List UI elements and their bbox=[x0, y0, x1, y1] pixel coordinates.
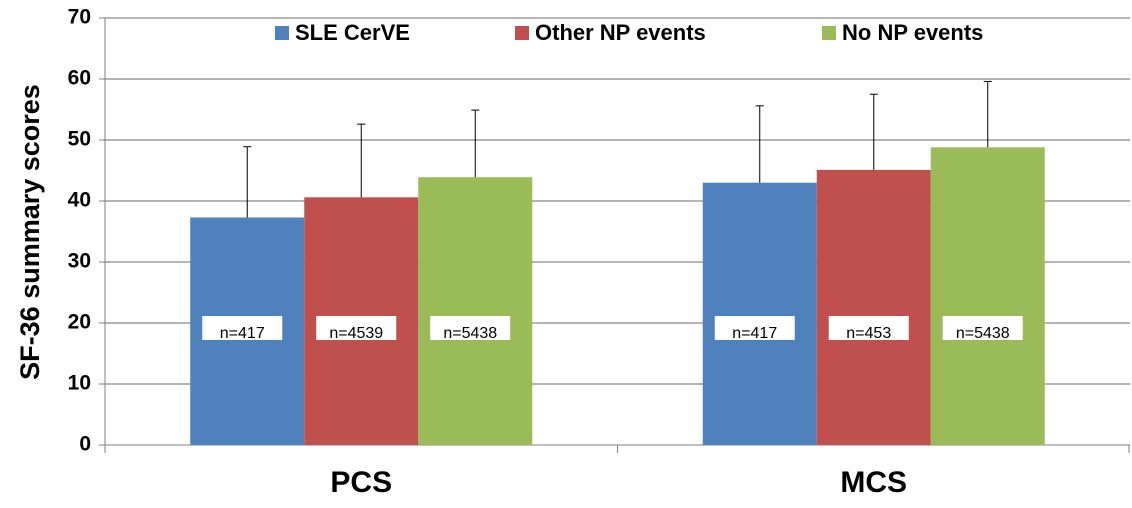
x-tick-label: PCS bbox=[330, 466, 392, 499]
n-label: n=417 bbox=[220, 325, 265, 342]
y-tick-label: 40 bbox=[68, 189, 91, 212]
bar bbox=[930, 147, 1045, 445]
n-label: n=4539 bbox=[329, 325, 383, 342]
legend-label: No NP events bbox=[842, 20, 983, 45]
bar bbox=[816, 169, 931, 445]
bar bbox=[418, 177, 533, 445]
y-axis-label: SF-36 summary scores bbox=[15, 84, 45, 380]
y-tick-label: 60 bbox=[68, 67, 91, 90]
y-tick-label: 0 bbox=[79, 433, 91, 456]
n-label-box bbox=[316, 316, 397, 340]
legend-label: Other NP events bbox=[535, 20, 706, 45]
y-tick-label: 30 bbox=[68, 250, 91, 273]
n-label-box bbox=[714, 316, 795, 340]
n-label-box bbox=[828, 316, 909, 340]
n-label: n=417 bbox=[732, 325, 777, 342]
n-label-box bbox=[430, 316, 511, 340]
y-tick-label: 20 bbox=[68, 311, 91, 334]
legend-label: SLE CerVE bbox=[295, 20, 410, 45]
legend-swatch bbox=[275, 26, 289, 40]
n-label: n=453 bbox=[846, 325, 891, 342]
x-tick-label: MCS bbox=[840, 466, 907, 499]
legend-swatch bbox=[515, 26, 529, 40]
n-label-box bbox=[942, 316, 1023, 340]
legend-swatch bbox=[822, 26, 836, 40]
y-tick-label: 50 bbox=[68, 128, 91, 151]
n-label: n=5438 bbox=[956, 325, 1010, 342]
n-label: n=5438 bbox=[443, 325, 497, 342]
y-tick-label: 70 bbox=[68, 6, 91, 29]
bar bbox=[702, 182, 817, 445]
n-label-box bbox=[202, 316, 283, 340]
y-tick-label: 10 bbox=[68, 372, 91, 395]
